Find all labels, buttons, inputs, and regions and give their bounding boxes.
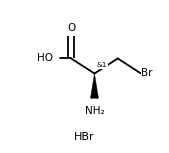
Text: Br: Br <box>141 69 153 78</box>
Polygon shape <box>90 73 99 98</box>
Text: O: O <box>67 23 75 33</box>
Text: HBr: HBr <box>74 132 95 142</box>
Text: HO: HO <box>38 53 53 63</box>
Text: NH₂: NH₂ <box>85 106 104 116</box>
Text: &1: &1 <box>97 62 107 68</box>
